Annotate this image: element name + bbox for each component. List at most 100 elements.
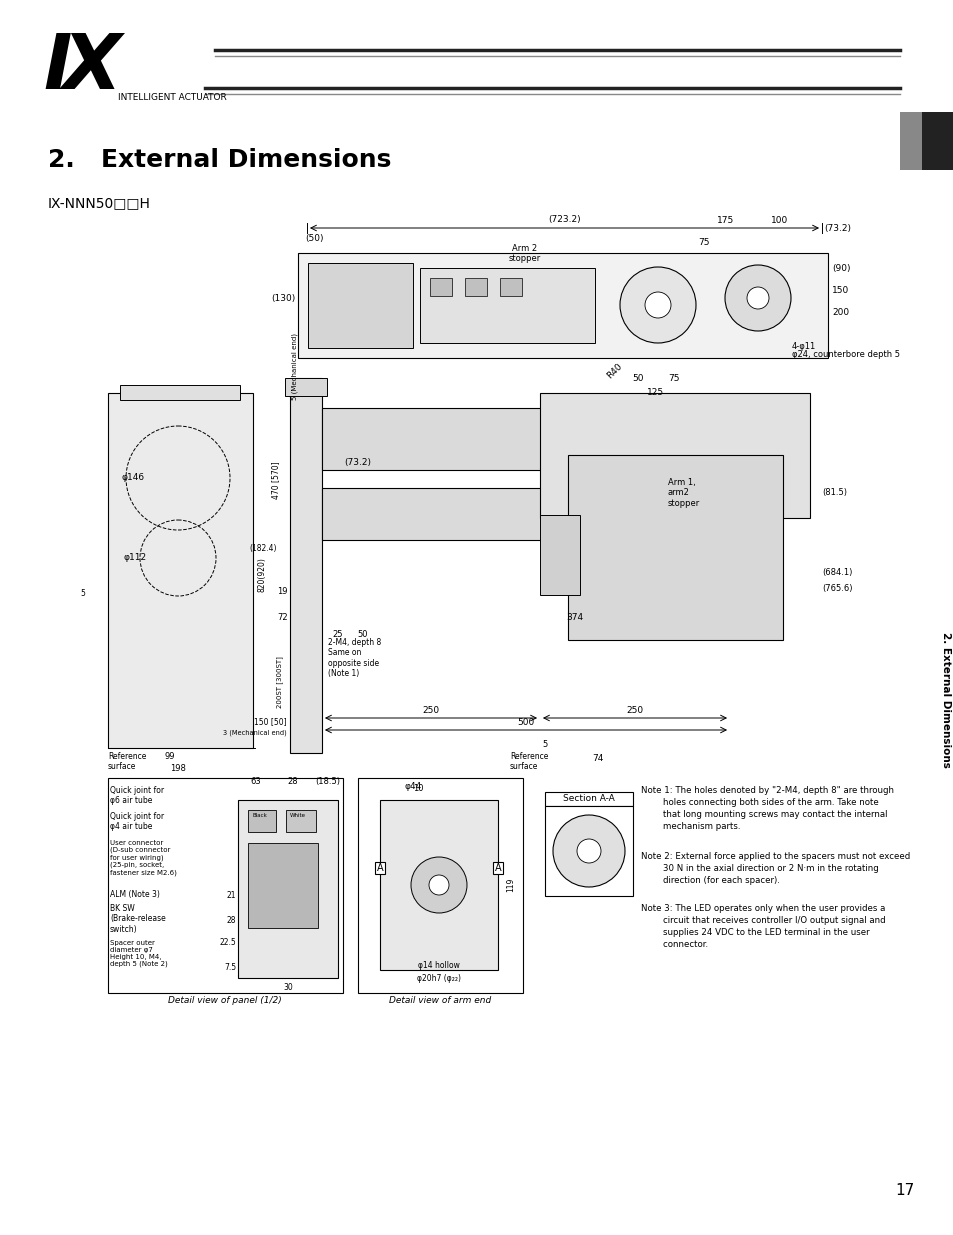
Text: 28: 28	[288, 777, 298, 785]
Text: 470 [570]: 470 [570]	[271, 461, 280, 499]
Text: 150 [50]: 150 [50]	[254, 718, 287, 726]
Text: 500: 500	[517, 718, 534, 727]
Text: 175: 175	[717, 216, 734, 225]
Bar	[108, 778, 343, 993]
Bar	[921, 112, 953, 170]
Text: 374: 374	[566, 614, 583, 622]
Text: Note 2: External force applied to the spacers must not exceed
        30 N in th: Note 2: External force applied to the sp…	[640, 852, 909, 885]
Text: I: I	[44, 31, 72, 105]
Text: 2.   External Dimensions: 2. External Dimensions	[48, 148, 391, 172]
Text: INTELLIGENT ACTUATOR: INTELLIGENT ACTUATOR	[118, 93, 227, 101]
Text: 200: 200	[831, 308, 848, 316]
Text: 30: 30	[283, 983, 293, 992]
Text: User connector
(D-sub connector
for user wiring)
(25-pin, socket,
fastener size : User connector (D-sub connector for user…	[110, 840, 176, 876]
Circle shape	[411, 857, 467, 913]
Text: 5: 5	[80, 589, 85, 599]
Circle shape	[429, 876, 449, 895]
Bar	[539, 515, 579, 595]
Text: Section A-A: Section A-A	[562, 794, 615, 804]
Bar	[430, 278, 452, 296]
Text: (73.2): (73.2)	[344, 457, 371, 467]
Bar	[499, 278, 521, 296]
Text: 250: 250	[626, 706, 643, 715]
Bar	[322, 488, 541, 540]
Bar	[290, 378, 322, 753]
Text: R40: R40	[605, 362, 624, 380]
Bar	[297, 253, 827, 358]
Circle shape	[553, 815, 624, 887]
Text: 5: 5	[542, 740, 547, 748]
Text: (723.2): (723.2)	[548, 215, 580, 224]
Text: Note 3: The LED operates only when the user provides a
        circuit that rece: Note 3: The LED operates only when the u…	[640, 904, 884, 950]
Text: 198: 198	[170, 764, 186, 773]
Bar	[464, 278, 486, 296]
Text: 74: 74	[592, 755, 603, 763]
Text: Detail view of arm end: Detail view of arm end	[389, 995, 491, 1005]
Text: Reference
surface: Reference surface	[108, 752, 146, 772]
Text: Detail view of panel (1/2): Detail view of panel (1/2)	[168, 995, 281, 1005]
Bar	[285, 378, 327, 396]
Text: 3 (Mechanical end): 3 (Mechanical end)	[223, 730, 287, 736]
Text: 10: 10	[413, 784, 423, 793]
Text: 2. External Dimensions: 2. External Dimensions	[940, 632, 950, 768]
Text: IX-NNN50□□H: IX-NNN50□□H	[48, 196, 151, 210]
Text: 7.5: 7.5	[224, 963, 235, 972]
Circle shape	[724, 266, 790, 331]
Bar	[108, 393, 253, 748]
Text: 99: 99	[165, 752, 175, 761]
Text: (684.1): (684.1)	[821, 568, 851, 577]
Text: A: A	[495, 863, 500, 873]
Text: 2-M4, depth 8
Same on
opposite side
(Note 1): 2-M4, depth 8 Same on opposite side (Not…	[328, 638, 381, 678]
Text: 75: 75	[698, 238, 709, 247]
Text: 150: 150	[831, 285, 848, 294]
Bar	[899, 112, 921, 170]
Text: Reference
surface: Reference surface	[510, 752, 548, 772]
Text: 28: 28	[226, 916, 235, 925]
Text: Quick joint for
φ6 air tube: Quick joint for φ6 air tube	[110, 785, 164, 805]
Text: (18.5): (18.5)	[315, 777, 340, 785]
Text: 19: 19	[277, 588, 288, 597]
Text: Spacer outer
diameter φ7
Height 10, M4,
depth 5 (Note 2): Spacer outer diameter φ7 Height 10, M4, …	[110, 940, 168, 967]
Text: Black: Black	[253, 814, 268, 819]
Text: φ14 hollow: φ14 hollow	[417, 961, 459, 969]
Text: A: A	[376, 863, 383, 873]
Circle shape	[644, 291, 670, 317]
Bar	[120, 385, 240, 400]
Text: 200ST [300ST]: 200ST [300ST]	[276, 656, 283, 708]
Text: (81.5): (81.5)	[821, 489, 846, 498]
Bar	[248, 844, 317, 927]
Text: 250: 250	[422, 706, 439, 715]
Text: 75: 75	[667, 374, 679, 383]
Bar	[308, 263, 413, 348]
Bar	[286, 810, 315, 832]
Circle shape	[577, 839, 600, 863]
Bar	[248, 810, 275, 832]
Text: (182.4): (182.4)	[250, 543, 276, 552]
Text: φ44: φ44	[404, 782, 421, 790]
Text: 72: 72	[277, 614, 288, 622]
Bar	[419, 268, 595, 343]
Text: (90): (90)	[831, 263, 850, 273]
Text: ALM (Note 3): ALM (Note 3)	[110, 890, 160, 899]
Text: 50: 50	[357, 630, 368, 638]
Bar	[237, 800, 337, 978]
Bar	[322, 408, 541, 471]
Text: X: X	[63, 31, 121, 105]
Text: Arm 1,
arm2
stopper: Arm 1, arm2 stopper	[667, 478, 700, 508]
Text: Arm 2
stopper: Arm 2 stopper	[508, 245, 540, 263]
Text: φ24, counterbore depth 5: φ24, counterbore depth 5	[791, 350, 899, 359]
Text: Note 1: The holes denoted by "2-M4, depth 8" are through
        holes connectin: Note 1: The holes denoted by "2-M4, dept…	[640, 785, 893, 831]
Text: (765.6): (765.6)	[821, 583, 852, 593]
Text: φ20h7 (φ₂₂): φ20h7 (φ₂₂)	[416, 974, 460, 983]
Text: 17: 17	[895, 1183, 914, 1198]
Bar	[539, 393, 809, 517]
Text: 100: 100	[771, 216, 788, 225]
Text: (50): (50)	[305, 233, 324, 243]
Text: 21: 21	[226, 892, 235, 900]
Circle shape	[746, 287, 768, 309]
Text: Quick joint for
φ4 air tube: Quick joint for φ4 air tube	[110, 811, 164, 831]
Bar	[544, 792, 633, 806]
Text: White: White	[290, 814, 306, 819]
Text: φ112: φ112	[123, 553, 147, 562]
Bar	[544, 806, 633, 897]
